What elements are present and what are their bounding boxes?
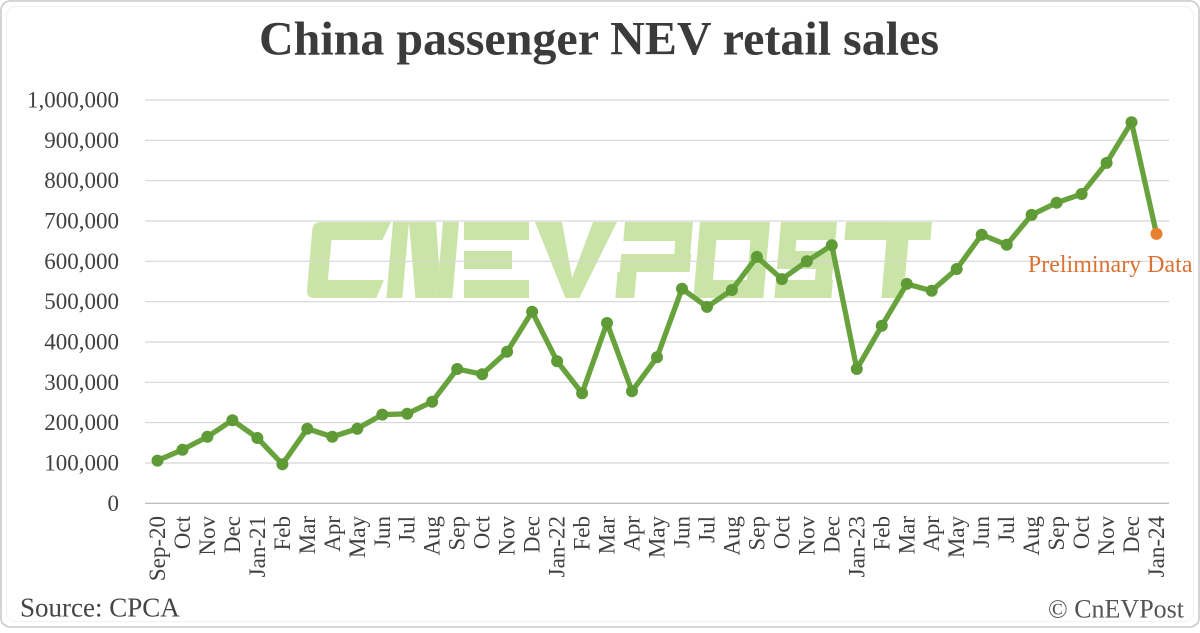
svg-text:Apr: Apr [620,516,645,552]
svg-text:900,000: 900,000 [44,128,119,153]
svg-text:Mar: Mar [894,516,919,555]
svg-text:Jul: Jul [695,516,720,543]
svg-text:Nov: Nov [495,516,520,556]
svg-text:Feb: Feb [270,516,295,551]
svg-text:Apr: Apr [919,516,944,552]
svg-text:Oct: Oct [1069,515,1094,549]
svg-text:Sep: Sep [744,516,769,551]
svg-text:Aug: Aug [719,516,744,556]
svg-text:Dec: Dec [819,516,844,553]
svg-text:Jan-23: Jan-23 [844,516,869,577]
svg-text:Aug: Aug [420,516,445,556]
svg-text:400,000: 400,000 [44,330,119,355]
svg-text:300,000: 300,000 [44,370,119,395]
svg-text:Dec: Dec [220,516,245,553]
svg-text:© CnEVPost: © CnEVPost [1048,595,1185,624]
svg-text:Aug: Aug [1019,516,1044,556]
svg-text:Jun: Jun [969,516,994,548]
svg-text:Mar: Mar [295,516,320,555]
svg-text:100,000: 100,000 [44,451,119,476]
svg-text:May: May [645,516,670,559]
svg-text:600,000: 600,000 [44,249,119,274]
svg-text:May: May [944,516,969,559]
svg-text:Sep-20: Sep-20 [145,516,170,581]
svg-text:Oct: Oct [769,515,794,549]
svg-text:500,000: 500,000 [44,289,119,314]
svg-text:China passenger NEV retail sal: China passenger NEV retail sales [259,13,939,66]
svg-text:Nov: Nov [1094,516,1119,556]
svg-text:Mar: Mar [595,516,620,555]
svg-text:0: 0 [108,491,120,516]
svg-text:Apr: Apr [320,516,345,552]
svg-text:1,000,000: 1,000,000 [27,88,119,113]
svg-text:Preliminary Data: Preliminary Data [1028,252,1193,278]
svg-text:Jan-24: Jan-24 [1144,516,1169,578]
svg-text:Sep: Sep [445,516,470,551]
svg-text:Jan-22: Jan-22 [545,516,570,577]
svg-text:Jul: Jul [395,516,420,543]
svg-text:Jul: Jul [994,516,1019,543]
svg-text:Feb: Feb [869,516,894,551]
svg-text:Jan-21: Jan-21 [245,516,270,577]
svg-text:Nov: Nov [195,516,220,556]
svg-text:200,000: 200,000 [44,410,119,435]
svg-text:700,000: 700,000 [44,209,119,234]
svg-text:Feb: Feb [570,516,595,551]
svg-text:Dec: Dec [1119,516,1144,553]
svg-text:Jun: Jun [670,516,695,548]
svg-text:Oct: Oct [170,515,195,549]
svg-text:Dec: Dec [520,516,545,553]
svg-text:Jun: Jun [370,516,395,548]
svg-text:May: May [345,516,370,559]
svg-text:Sep: Sep [1044,516,1069,551]
svg-text:800,000: 800,000 [44,168,119,193]
svg-text:Nov: Nov [794,516,819,556]
svg-text:Oct: Oct [470,515,495,549]
svg-text:Source: CPCA: Source: CPCA [20,593,180,623]
